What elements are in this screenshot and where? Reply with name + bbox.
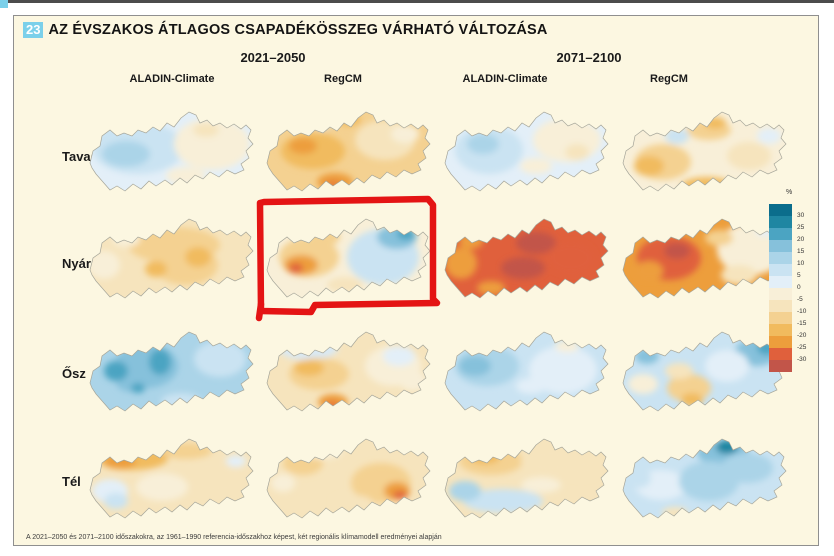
legend-tick-25: 25 bbox=[797, 224, 805, 231]
legend-tick--15: -15 bbox=[797, 320, 807, 327]
map-tavasz-regcm-2021-2050 bbox=[263, 106, 435, 201]
figure-title: AZ ÉVSZAKOS ÁTLAGOS CSAPADÉKÖSSZEG VÁRHA… bbox=[48, 22, 548, 38]
map-tavasz-aladin-climate-2071-2100 bbox=[441, 106, 613, 201]
legend-tick-5: 5 bbox=[797, 272, 801, 279]
map-nyar-aladin-climate-2071-2100 bbox=[441, 213, 613, 308]
legend-band-11 bbox=[769, 336, 792, 348]
legend-tick-0: 0 bbox=[797, 284, 801, 291]
map-tavasz-regcm-2071-2100 bbox=[619, 106, 791, 201]
figure-header: 23 AZ ÉVSZAKOS ÁTLAGOS CSAPADÉKÖSSZEG VÁ… bbox=[23, 22, 548, 38]
map-tavasz-aladin-climate-2021-2050 bbox=[86, 106, 258, 201]
legend-unit-label: % bbox=[786, 189, 793, 196]
season-label-osz: Ősz bbox=[62, 366, 86, 381]
map-tel-aladin-climate-2021-2050 bbox=[86, 433, 258, 528]
model-header-regcm-1: RegCM bbox=[324, 73, 362, 85]
legend-band-1 bbox=[769, 216, 792, 228]
legend-tick--10: -10 bbox=[797, 308, 807, 315]
legend-band-3 bbox=[769, 240, 792, 252]
legend-band-6 bbox=[769, 276, 792, 288]
legend-tick-15: 15 bbox=[797, 248, 805, 255]
model-header-regcm-2: RegCM bbox=[650, 73, 688, 85]
figure-number-badge: 23 bbox=[23, 22, 44, 38]
legend-band-0 bbox=[769, 204, 792, 216]
legend-band-12 bbox=[769, 348, 792, 360]
map-nyar-aladin-climate-2021-2050 bbox=[86, 213, 258, 308]
legend-band-4 bbox=[769, 252, 792, 264]
period-header-2071-2100: 2071–2100 bbox=[556, 50, 622, 65]
map-tel-regcm-2021-2050 bbox=[263, 433, 435, 528]
map-tel-regcm-2071-2100 bbox=[619, 433, 791, 528]
legend-tick-10: 10 bbox=[797, 260, 805, 267]
legend-tick--30: -30 bbox=[797, 356, 807, 363]
season-label-nyar: Nyár bbox=[62, 256, 91, 271]
season-label-tel: Tél bbox=[62, 474, 81, 489]
legend-band-2 bbox=[769, 228, 792, 240]
map-nyar-regcm-2071-2100 bbox=[619, 213, 791, 308]
map-osz-aladin-climate-2071-2100 bbox=[441, 326, 613, 421]
legend-band-9 bbox=[769, 312, 792, 324]
figure-footnote: A 2021–2050 és 2071–2100 időszakokra, az… bbox=[26, 534, 442, 541]
legend-band-8 bbox=[769, 300, 792, 312]
period-header-2021-2050: 2021–2050 bbox=[240, 50, 306, 65]
figure-panel: 23 AZ ÉVSZAKOS ÁTLAGOS CSAPADÉKÖSSZEG VÁ… bbox=[13, 15, 819, 546]
legend-tick--5: -5 bbox=[797, 296, 803, 303]
legend-band-5 bbox=[769, 264, 792, 276]
legend-band-13 bbox=[769, 360, 792, 372]
map-nyar-regcm-2021-2050 bbox=[263, 213, 435, 308]
model-header-aladin-2: ALADIN-Climate bbox=[462, 73, 548, 85]
legend-tick-30: 30 bbox=[797, 212, 805, 219]
legend-tick-20: 20 bbox=[797, 236, 805, 243]
map-osz-aladin-climate-2021-2050 bbox=[86, 326, 258, 421]
top-bar bbox=[8, 0, 834, 3]
map-osz-regcm-2071-2100 bbox=[619, 326, 791, 421]
top-left-accent-square bbox=[0, 0, 8, 8]
map-osz-regcm-2021-2050 bbox=[263, 326, 435, 421]
model-header-aladin-1: ALADIN-Climate bbox=[129, 73, 215, 85]
map-tel-aladin-climate-2071-2100 bbox=[441, 433, 613, 528]
legend-tick--20: -20 bbox=[797, 332, 807, 339]
legend-tick--25: -25 bbox=[797, 344, 807, 351]
legend-band-7 bbox=[769, 288, 792, 300]
legend-band-10 bbox=[769, 324, 792, 336]
